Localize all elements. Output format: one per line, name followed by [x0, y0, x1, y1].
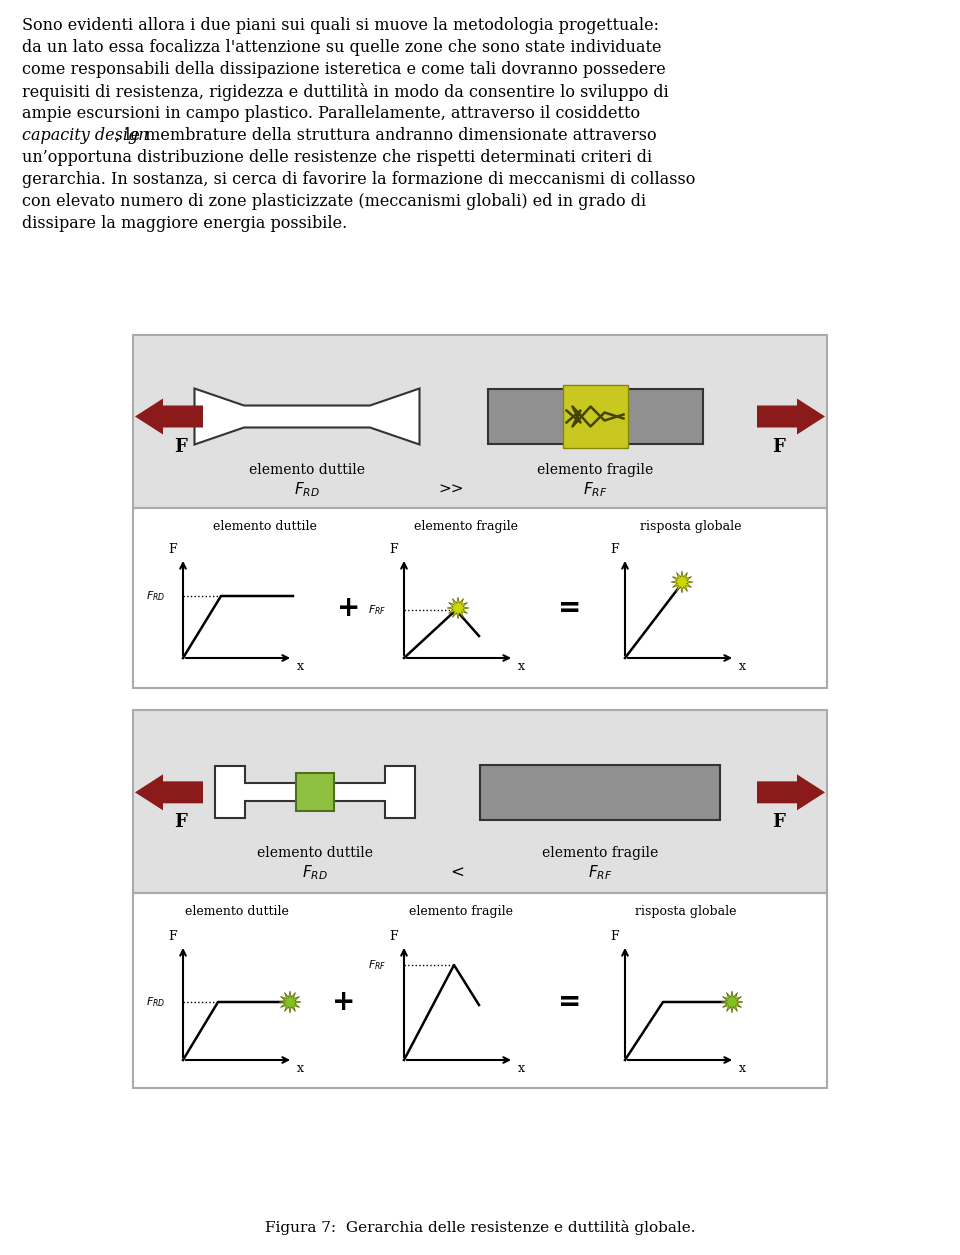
- Bar: [133, 335, 827, 508]
- Text: x: x: [297, 1062, 304, 1076]
- Bar: [133, 894, 827, 1088]
- Bar: [563, 385, 628, 448]
- Text: F: F: [390, 543, 398, 556]
- Text: un’opportuna distribuzione delle resistenze che rispetti determinati criteri di: un’opportuna distribuzione delle resiste…: [22, 149, 652, 166]
- Text: con elevato numero di zone plasticizzate (meccanismi globali) ed in grado di: con elevato numero di zone plasticizzate…: [22, 193, 646, 210]
- Text: F: F: [390, 930, 398, 943]
- Text: , le membrature della struttura andranno dimensionate attraverso: , le membrature della struttura andranno…: [115, 127, 657, 144]
- Text: elemento fragile: elemento fragile: [409, 905, 513, 917]
- Polygon shape: [195, 389, 420, 444]
- Text: +: +: [337, 594, 360, 622]
- Text: F: F: [773, 438, 785, 456]
- Text: $F_{RD}$: $F_{RD}$: [294, 481, 320, 499]
- Bar: [480, 764, 720, 820]
- Text: =: =: [558, 989, 581, 1017]
- Text: x: x: [739, 660, 746, 673]
- Text: elemento duttile: elemento duttile: [257, 846, 373, 860]
- Text: elemento fragile: elemento fragile: [541, 846, 659, 860]
- Text: elemento duttile: elemento duttile: [185, 905, 289, 917]
- Text: requisiti di resistenza, rigidezza e duttilità in modo da consentire lo sviluppo: requisiti di resistenza, rigidezza e dut…: [22, 83, 669, 100]
- Text: $F_{RF}$: $F_{RF}$: [588, 863, 612, 882]
- Bar: [488, 389, 703, 444]
- Polygon shape: [757, 774, 825, 811]
- Text: F: F: [175, 813, 187, 831]
- Text: x: x: [739, 1062, 746, 1076]
- Text: F: F: [611, 930, 619, 943]
- Text: x: x: [518, 1062, 525, 1076]
- Text: da un lato essa focalizza l'attenzione su quelle zone che sono state individuate: da un lato essa focalizza l'attenzione s…: [22, 39, 661, 56]
- Polygon shape: [135, 399, 203, 434]
- Text: +: +: [332, 989, 355, 1017]
- Text: ampie escursioni in campo plastico. Parallelamente, attraverso il cosiddetto: ampie escursioni in campo plastico. Para…: [22, 105, 640, 122]
- Text: $F_{RD}$: $F_{RD}$: [146, 995, 165, 1009]
- Text: $F_{RF}$: $F_{RF}$: [368, 604, 386, 617]
- Text: <: <: [450, 865, 465, 881]
- Text: risposta globale: risposta globale: [635, 905, 736, 917]
- Text: come responsabili della dissipazione isteretica e come tali dovranno possedere: come responsabili della dissipazione ist…: [22, 61, 665, 78]
- Text: >>: >>: [439, 483, 464, 497]
- Polygon shape: [721, 991, 743, 1013]
- Text: dissipare la maggiore energia possibile.: dissipare la maggiore energia possibile.: [22, 215, 348, 232]
- Text: Sono evidenti allora i due piani sui quali si muove la metodologia progettuale:: Sono evidenti allora i due piani sui qua…: [22, 18, 659, 34]
- Text: capacity design: capacity design: [22, 127, 149, 144]
- Text: $F_{RD}$: $F_{RD}$: [302, 863, 328, 882]
- Text: elemento duttile: elemento duttile: [249, 463, 365, 477]
- Polygon shape: [135, 774, 203, 811]
- Text: gerarchia. In sostanza, si cerca di favorire la formazione di meccanismi di coll: gerarchia. In sostanza, si cerca di favo…: [22, 171, 695, 188]
- Text: F: F: [175, 438, 187, 456]
- Text: x: x: [297, 660, 304, 673]
- Bar: [133, 508, 827, 688]
- Text: $F_{RD}$: $F_{RD}$: [146, 589, 165, 602]
- Text: $F_{RF}$: $F_{RF}$: [583, 481, 608, 499]
- Text: F: F: [611, 543, 619, 556]
- Text: F: F: [169, 930, 178, 943]
- Bar: [296, 773, 334, 811]
- Text: $F_{RF}$: $F_{RF}$: [368, 958, 386, 971]
- Polygon shape: [757, 399, 825, 434]
- Text: F: F: [773, 813, 785, 831]
- Polygon shape: [671, 571, 693, 594]
- Text: elemento fragile: elemento fragile: [414, 520, 518, 533]
- Bar: [133, 710, 827, 894]
- Polygon shape: [447, 597, 469, 619]
- Text: =: =: [558, 594, 581, 622]
- Polygon shape: [215, 767, 415, 818]
- Text: elemento fragile: elemento fragile: [537, 463, 653, 477]
- Text: elemento duttile: elemento duttile: [213, 520, 317, 533]
- Polygon shape: [279, 991, 301, 1013]
- Text: risposta globale: risposta globale: [640, 520, 741, 533]
- Text: x: x: [518, 660, 525, 673]
- Text: Figura 7:  Gerarchia delle resistenze e duttilità globale.: Figura 7: Gerarchia delle resistenze e d…: [265, 1220, 695, 1235]
- Text: F: F: [169, 543, 178, 556]
